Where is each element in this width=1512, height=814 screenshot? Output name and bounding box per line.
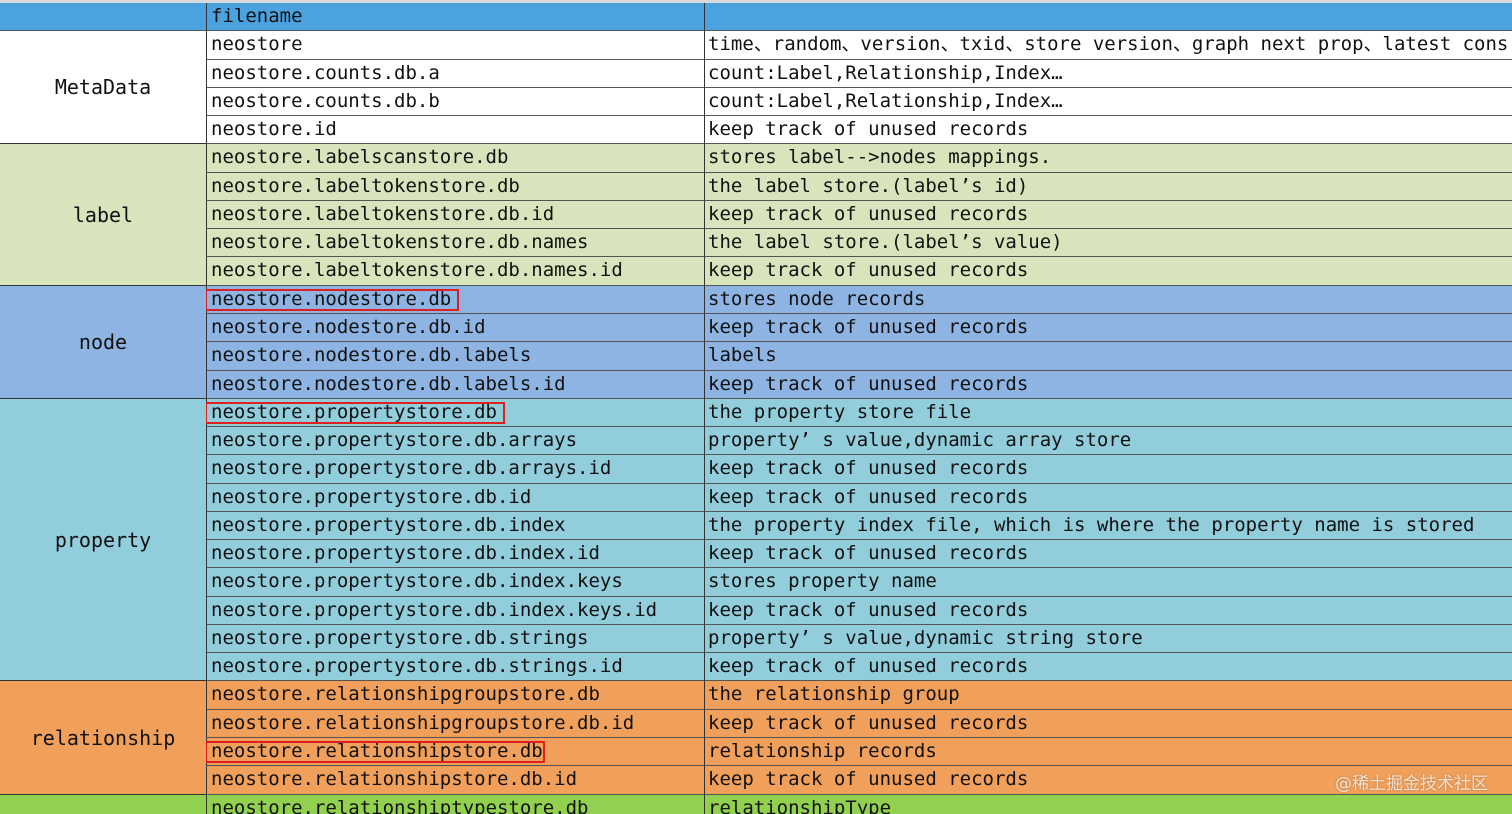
description-cell: count:Label,Relationship,Index… xyxy=(705,87,1512,117)
description-cell: keep track of unused records xyxy=(705,596,1512,625)
filename-cell: neostore.nodestore.db.labels.id xyxy=(206,370,705,399)
table-row: neostore time、random、version、txid、store v… xyxy=(0,31,1512,60)
table-row: neostore.labeltokenstore.db.id keep track… xyxy=(0,200,1512,230)
description-cell: keep track of unused records xyxy=(705,653,1512,682)
group-label-property: property xyxy=(0,398,206,682)
description-cell: keep track of unused records xyxy=(705,370,1512,399)
description-cell: stores property name xyxy=(705,568,1512,597)
table-row: neostore.relationshipstore.db.id keep tra… xyxy=(0,766,1512,795)
watermark: @稀土掘金技术社区 xyxy=(1335,774,1488,794)
group-label-metadata: MetaData xyxy=(0,31,206,145)
group-label-label: label xyxy=(0,144,206,286)
filename-cell: neostore.propertystore.db.index.id xyxy=(206,540,705,569)
description-cell: keep track of unused records xyxy=(705,313,1512,343)
filename-cell: neostore.relationshipstore.db.id xyxy=(206,766,705,795)
filename-cell: neostore.nodestore.db.id xyxy=(206,313,705,343)
table-row: neostore.propertystore.db.index.keys.id k… xyxy=(0,596,1512,625)
table-row: neostore.labeltokenstore.db.names the lab… xyxy=(0,229,1512,258)
description-cell: relationship records xyxy=(705,738,1512,767)
table-row: neostore.counts.db.b count:Label,Relation… xyxy=(0,87,1512,117)
description-cell: the property index file, which is where … xyxy=(705,511,1512,541)
description-cell: property’ s value,dynamic array store xyxy=(705,427,1512,456)
table-row: neostore.relationshipgroupstore.db the re… xyxy=(0,681,1512,710)
table-row: neostore.propertystore.db.arrays.id keep … xyxy=(0,455,1512,484)
table-row: neostore.labelscanstore.db stores label--… xyxy=(0,144,1512,173)
filename-cell: neostore.nodestore.db xyxy=(206,285,705,314)
description-cell: keep track of unused records xyxy=(705,116,1512,145)
description-cell: labels xyxy=(705,342,1512,371)
filename-cell: neostore.labeltokenstore.db.names.id xyxy=(206,257,705,286)
filename-cell: neostore.propertystore.db.arrays xyxy=(206,427,705,456)
table-row: neostore.relationshipstore.db relationshi… xyxy=(0,738,1512,767)
table-row: neostore.propertystore.db.index.id keep t… xyxy=(0,540,1512,569)
filename-cell: neostore.counts.db.b xyxy=(206,87,705,117)
filename-cell: neostore.propertystore.db.id xyxy=(206,483,705,512)
description-cell: the property store file xyxy=(705,398,1512,428)
filename-cell: neostore.propertystore.db.index.keys.id xyxy=(206,596,705,625)
header-group-cell xyxy=(0,3,206,32)
description-cell: count:Label,Relationship,Index… xyxy=(705,59,1512,88)
description-cell: keep track of unused records xyxy=(705,257,1512,286)
table-row: neostore.relationshiptypestore.db relatio… xyxy=(0,794,1512,814)
filename-cell: neostore.relationshiptypestore.db xyxy=(206,794,705,814)
group-label-relationship: relationship xyxy=(0,681,206,795)
table-row: neostore.nodestore.db.labels.id keep trac… xyxy=(0,370,1512,399)
table-row: neostore.labeltokenstore.db.names.id keep… xyxy=(0,257,1512,286)
table-row: neostore.nodestore.db.id keep track of un… xyxy=(0,313,1512,343)
filename-cell: neostore.propertystore.db.strings xyxy=(206,624,705,654)
table-row: neostore.propertystore.db.index.keys stor… xyxy=(0,568,1512,597)
description-cell: the label store.(label’s id) xyxy=(705,172,1512,201)
description-cell: the label store.(label’s value) xyxy=(705,229,1512,258)
table-row: neostore.propertystore.db.index the prope… xyxy=(0,511,1512,541)
group-label-relationshiptype xyxy=(0,794,206,814)
description-cell: stores label-->nodes mappings. xyxy=(705,144,1512,173)
filename-cell: neostore.labelscanstore.db xyxy=(206,144,705,173)
filename-cell: neostore.relationshipgroupstore.db.id xyxy=(206,709,705,739)
description-cell: keep track of unused records xyxy=(705,709,1512,739)
filename-cell: neostore.id xyxy=(206,116,705,145)
file-table: filename neostore time、random、version、txi… xyxy=(0,3,1512,814)
filename-cell: neostore.labeltokenstore.db.id xyxy=(206,200,705,230)
description-cell: keep track of unused records xyxy=(705,200,1512,230)
filename-cell: neostore xyxy=(206,31,705,60)
table-row: neostore.nodestore.db.labels labels xyxy=(0,342,1512,371)
table-row: neostore.relationshipgroupstore.db.id kee… xyxy=(0,709,1512,739)
filename-cell: neostore.propertystore.db.arrays.id xyxy=(206,455,705,484)
filename-cell: neostore.relationshipstore.db xyxy=(206,738,705,767)
description-cell: relationshipType xyxy=(705,794,1512,814)
filename-cell: neostore.propertystore.db xyxy=(206,398,705,428)
filename-cell: neostore.nodestore.db.labels xyxy=(206,342,705,371)
filename-cell: neostore.labeltokenstore.db.names xyxy=(206,229,705,258)
description-cell: stores node records xyxy=(705,285,1512,314)
filename-cell: neostore.propertystore.db.index xyxy=(206,511,705,541)
table-row: neostore.propertystore.db the property st… xyxy=(0,398,1512,428)
table-row: neostore.counts.db.a count:Label,Relation… xyxy=(0,59,1512,88)
description-cell: keep track of unused records xyxy=(705,483,1512,512)
filename-cell: neostore.labeltokenstore.db xyxy=(206,172,705,201)
table-header-row: filename xyxy=(0,3,1512,32)
description-cell: keep track of unused records xyxy=(705,455,1512,484)
table-row: neostore.propertystore.db.strings propert… xyxy=(0,624,1512,654)
table-row: neostore.id keep track of unused records xyxy=(0,116,1512,145)
table-row: neostore.nodestore.db stores node records xyxy=(0,285,1512,314)
filename-cell: neostore.propertystore.db.strings.id xyxy=(206,653,705,682)
group-label-node: node xyxy=(0,285,206,399)
filename-cell: neostore.propertystore.db.index.keys xyxy=(206,568,705,597)
description-cell: time、random、version、txid、store version、g… xyxy=(705,31,1512,60)
table-row: neostore.propertystore.db.id keep track o… xyxy=(0,483,1512,512)
header-description-cell xyxy=(705,3,1512,32)
description-cell: keep track of unused records xyxy=(705,540,1512,569)
table-row: neostore.propertystore.db.arrays property… xyxy=(0,427,1512,456)
header-filename-cell: filename xyxy=(206,3,705,32)
table-row: neostore.labeltokenstore.db the label sto… xyxy=(0,172,1512,201)
filename-cell: neostore.relationshipgroupstore.db xyxy=(206,681,705,710)
filename-cell: neostore.counts.db.a xyxy=(206,59,705,88)
table-row: neostore.propertystore.db.strings.id keep… xyxy=(0,653,1512,682)
description-cell: property’ s value,dynamic string store xyxy=(705,624,1512,654)
description-cell: keep track of unused records xyxy=(705,766,1512,795)
description-cell: the relationship group xyxy=(705,681,1512,710)
